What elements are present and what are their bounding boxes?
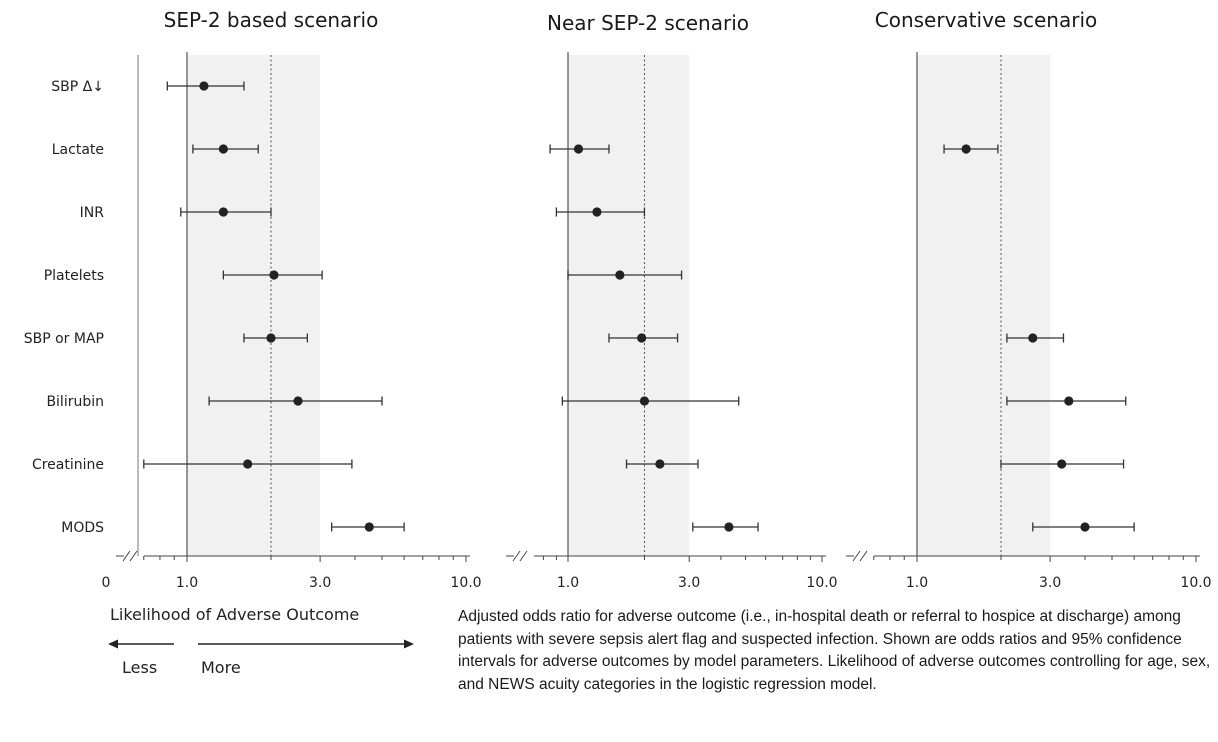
x-tick-label: 3.0 (1039, 575, 1061, 591)
odds-ratio-point (1057, 459, 1067, 469)
odds-ratio-point (637, 333, 647, 343)
row-label-sbp-or-map: SBP or MAP (24, 331, 104, 347)
odds-ratio-point (615, 270, 625, 280)
odds-ratio-point (639, 396, 650, 406)
row-label-bilirubin: Bilirubin (46, 394, 104, 410)
odds-ratio-point (218, 207, 228, 217)
axis-break-mark (852, 550, 861, 562)
ci-row-mods (692, 522, 759, 532)
ci-row-creatinine (143, 459, 353, 469)
ci-row-bilirubin (208, 396, 383, 406)
plot-area: 1.0 3.0 10.0 (506, 52, 838, 591)
x-tick-label: 1.0 (176, 575, 198, 591)
less-arrow (108, 639, 174, 649)
ci-row-mods (331, 522, 405, 532)
ci-row-lactate (943, 144, 999, 154)
ci-row-sbp-or-map (608, 333, 679, 343)
row-label-creatinine: Creatinine (32, 457, 104, 473)
axis-break-mark (122, 550, 131, 562)
ci-row-sbp (166, 81, 245, 91)
axis-break-mark (129, 550, 138, 562)
row-label-inr: INR (80, 205, 105, 221)
panel-title: SEP-2 based scenario (164, 8, 379, 32)
shaded-region (568, 55, 690, 556)
shaded-region (917, 55, 1051, 556)
panel-sep2-based: SEP-2 based scenario SBP Δ↓ Lactate INR Pla… (24, 8, 482, 591)
x-tick-label: 1.0 (557, 575, 579, 591)
odds-ratio-point (592, 207, 602, 217)
x-tick-label: 10.0 (806, 575, 837, 591)
row-label-lactate: Lactate (52, 142, 104, 158)
ci-row-platelets (222, 270, 323, 280)
panel-title: Near SEP-2 scenario (547, 11, 749, 35)
panel-near-sep2: Near SEP-2 scenario 1.0 3.0 10.0 (506, 11, 838, 591)
shaded-region (187, 55, 321, 556)
odds-ratio-point (266, 333, 276, 343)
odds-ratio-point (269, 270, 279, 280)
more-arrow (198, 639, 414, 649)
axis-break-mark (519, 550, 528, 562)
odds-ratio-point (364, 522, 374, 532)
forest-plot-figure: SEP-2 based scenario SBP Δ↓ Lactate INR Pla… (24, 8, 1212, 591)
ci-row-sbp-or-map (243, 333, 309, 343)
row-labels: SBP Δ↓ Lactate INR Platelets SBP or MAP Bilir… (24, 79, 105, 536)
odds-ratio-point (243, 459, 253, 469)
odds-ratio-point (293, 396, 303, 406)
row-label-mods: MODS (61, 520, 104, 536)
ci-row-mods (1032, 522, 1135, 532)
odds-ratio-point (655, 459, 665, 469)
odds-ratio-point (218, 144, 228, 154)
x-tick-label: 3.0 (309, 575, 331, 591)
likelihood-label: Likelihood of Adverse Outcome (110, 605, 359, 624)
odds-ratio-point (199, 81, 209, 91)
ci-row-lactate (192, 144, 259, 154)
axis-break-mark (512, 550, 521, 562)
row-label-sbp: SBP Δ↓ (51, 79, 104, 95)
panel-conservative: Conservative scenario 1.0 3.0 10.0 (846, 8, 1212, 591)
ci-row-bilirubin (1006, 396, 1127, 406)
row-label-platelets: Platelets (44, 268, 104, 284)
plot-area: 0 1.0 3.0 10.0 (102, 52, 482, 591)
x-tick-label: 10.0 (1180, 575, 1211, 591)
odds-ratio-point (573, 144, 584, 154)
panel-title: Conservative scenario (875, 8, 1097, 32)
x-tick-label: 3.0 (678, 575, 700, 591)
odds-ratio-point (1028, 333, 1038, 343)
plot-area: 1.0 3.0 10.0 (846, 52, 1212, 591)
ci-row-creatinine (1000, 459, 1125, 469)
axis-break-mark (859, 550, 868, 562)
ci-row-inr (555, 207, 646, 217)
odds-ratio-point (724, 522, 734, 532)
odds-ratio-point (1080, 522, 1090, 532)
ci-row-bilirubin (561, 396, 740, 406)
odds-ratio-point (961, 144, 971, 154)
more-label: More (201, 658, 241, 677)
figure-caption: Adjusted odds ratio for adverse outcome … (458, 608, 1211, 693)
ci-row-creatinine (625, 459, 699, 469)
less-label: Less (122, 658, 157, 677)
ci-row-platelets (567, 270, 683, 280)
x-tick-label: 10.0 (450, 575, 481, 591)
ci-row-sbp-or-map (1006, 333, 1065, 343)
ci-row-lactate (549, 144, 610, 154)
x-tick-label: 0 (102, 575, 111, 591)
x-tick-label: 1.0 (906, 575, 928, 591)
ci-row-inr (180, 207, 272, 217)
odds-ratio-point (1064, 396, 1074, 406)
